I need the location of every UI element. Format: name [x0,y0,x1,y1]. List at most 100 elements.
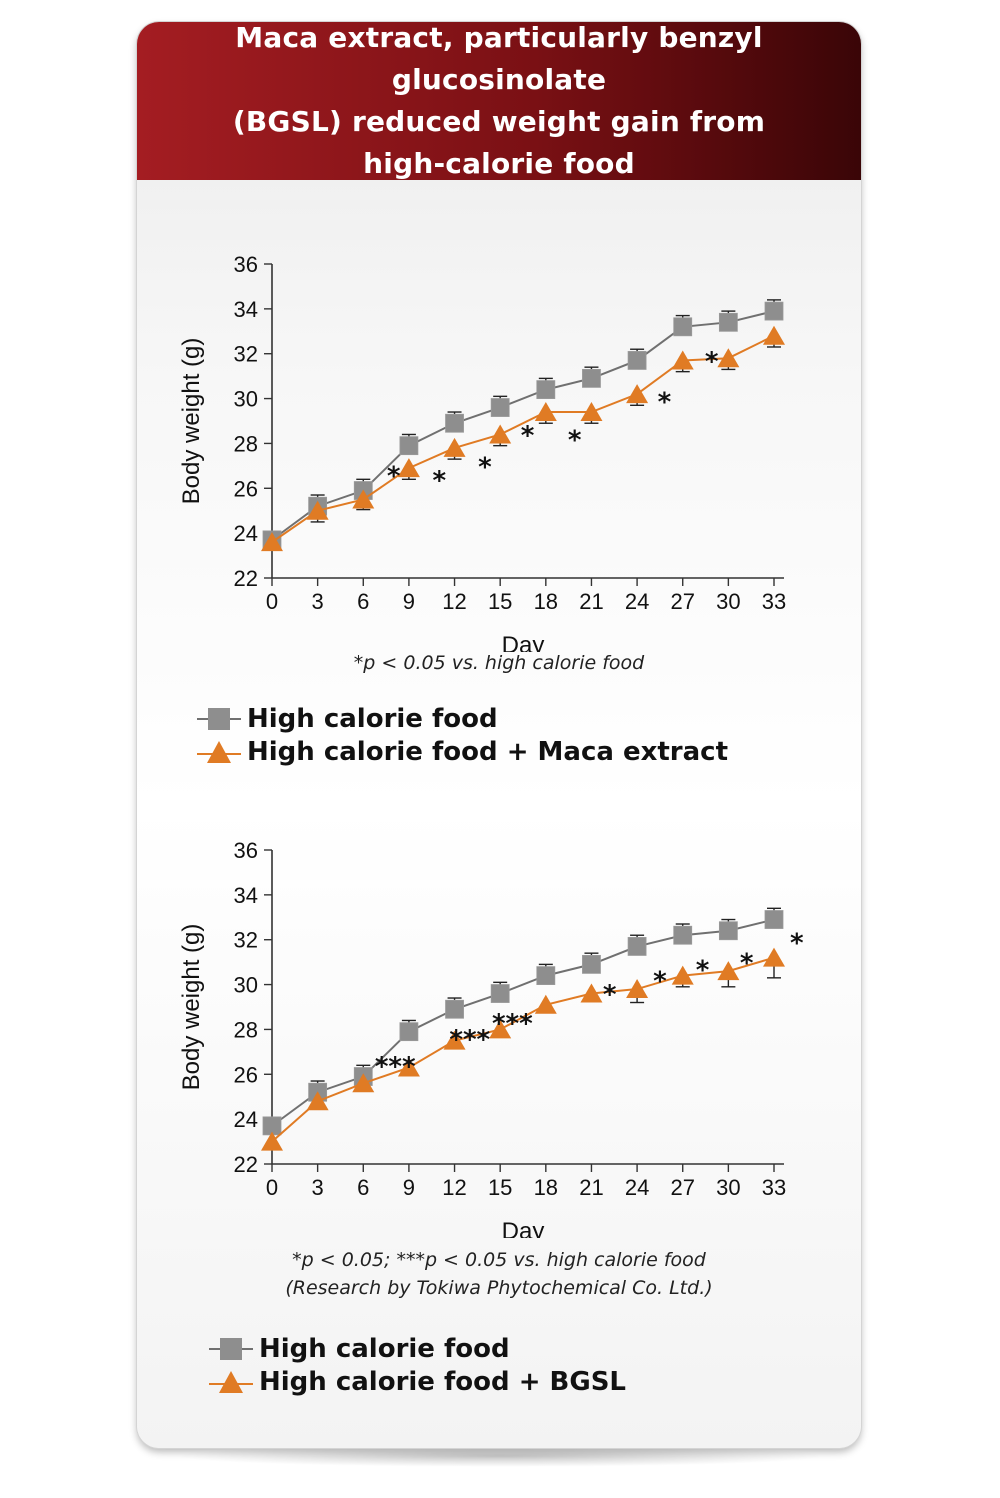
significance-marker: * [790,928,804,958]
x-tick-label: 27 [670,1175,694,1200]
square-marker [718,921,738,941]
triangle-marker [489,1019,512,1039]
significance-marker: * [653,967,667,997]
square-marker-icon [209,1337,253,1360]
square-marker [764,301,784,321]
square-marker-icon [197,707,241,730]
x-tick-label: 15 [488,1175,512,1200]
x-tick-label: 0 [266,589,278,614]
x-tick-label: 9 [403,1175,415,1200]
x-tick-label: 9 [403,589,415,614]
x-tick-label: 0 [266,1175,278,1200]
square-marker [490,398,510,417]
significance-marker: * [705,347,719,377]
legend-item-control: High calorie food [209,1332,626,1365]
legend-item-treatment: High calorie food + Maca extract [197,735,728,768]
x-tick-label: 6 [357,589,369,614]
title-banner: Maca extract, particularly benzyl glucos… [137,22,861,180]
legend-item-control: High calorie food [197,702,728,735]
x-axis-label: Day [502,632,545,652]
triangle-marker [443,1030,466,1050]
chart-bgsl-footnote: *p < 0.05; ***p < 0.05 vs. high calorie … [292,1249,706,1271]
triangle-marker [763,325,785,345]
chart-maca-footnote: *p < 0.05 vs. high calorie food [353,652,645,674]
legend-label: High calorie food + BGSL [259,1366,626,1397]
triangle-marker [717,348,740,368]
y-tick-label: 24 [234,521,258,546]
square-marker [536,380,556,400]
x-tick-label: 30 [716,1175,740,1200]
title-line-2: (BGSL) reduced weight gain from [232,105,766,138]
x-tick-label: 33 [762,1175,786,1200]
square-marker [673,925,693,945]
triangle-marker [397,1057,420,1077]
square-marker [627,351,647,370]
triangle-marker [534,402,557,422]
triangle-marker [489,424,512,444]
significance-marker: * [433,466,447,496]
triangle-marker [626,384,649,404]
x-tick-label: 3 [312,1175,324,1200]
y-tick-label: 32 [234,342,258,367]
square-marker [582,368,601,388]
triangle-marker [763,947,785,967]
y-tick-label: 36 [234,252,258,277]
y-tick-label: 26 [234,476,258,501]
x-tick-label: 6 [357,1175,369,1200]
triangle-marker [443,437,466,457]
chart-bgsl-legend: High calorie food High calorie food + BG… [209,1332,626,1398]
infographic-card: Maca extract, particularly benzyl glucos… [137,22,861,1448]
square-marker [764,910,784,929]
card-shadow [170,1445,830,1467]
title-line-1: Maca extract, particularly benzyl glucos… [235,22,763,96]
y-tick-label: 30 [234,387,258,412]
title-line-3: high-calorie food [363,147,635,180]
x-tick-label: 24 [625,589,649,614]
chart-maca: 22 24 26 28 30 32 34 36 0 3 6 9 12 15 18 21 24 27 30 33 Day B… [137,222,861,652]
square-marker [399,436,419,456]
triangle-marker [261,1131,283,1151]
x-tick-label: 18 [534,1175,558,1200]
significance-marker: * [658,387,672,417]
series-line [271,334,775,543]
y-tick-label: 22 [234,1152,258,1177]
significance-marker: * [521,421,535,451]
x-tick-label: 12 [442,1175,466,1200]
significance-marker: * [478,452,492,482]
x-tick-label: 18 [534,589,558,614]
y-tick-label: 24 [234,1107,258,1132]
triangle-marker [306,1091,329,1111]
significance-marker: * [387,461,401,491]
triangle-marker [671,965,694,985]
x-tick-label: 21 [579,589,603,614]
y-tick-label: 28 [234,1017,258,1042]
y-tick-label: 30 [234,973,258,998]
y-tick-label: 26 [234,1062,258,1087]
x-tick-label: 3 [312,589,324,614]
triangle-marker [534,994,557,1014]
significance-marker: * [740,949,754,979]
square-marker [490,984,510,1003]
triangle-marker [580,983,603,1003]
y-tick-label: 34 [234,883,258,908]
y-tick-label: 36 [234,838,258,863]
x-tick-label: 24 [625,1175,649,1200]
y-tick-label: 28 [234,431,258,456]
chart-maca-legend: High calorie food High calorie food + Ma… [197,702,728,768]
legend-label: High calorie food [259,1333,510,1364]
square-marker [445,999,464,1019]
triangle-marker-icon [197,740,241,763]
significance-marker: * [696,955,710,985]
significance-marker: *** [449,1025,490,1055]
y-axis-label: Body weight (g) [178,338,205,505]
significance-marker: * [568,425,582,455]
x-tick-label: 27 [670,589,694,614]
triangle-marker [671,350,694,370]
chart-bgsl-credit: (Research by Tokiwa Phytochemical Co. Lt… [285,1277,713,1299]
triangle-marker [261,532,283,552]
triangle-marker-icon [209,1370,253,1393]
triangle-marker [626,979,649,999]
significance-marker: *** [375,1052,416,1082]
